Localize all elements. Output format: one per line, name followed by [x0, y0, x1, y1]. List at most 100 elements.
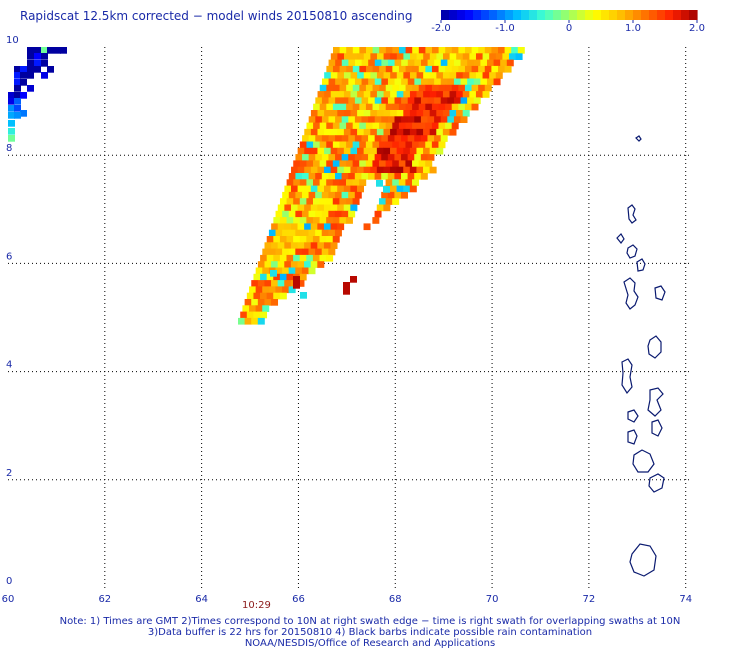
data-cell	[341, 135, 349, 142]
data-cell	[372, 84, 380, 92]
data-cell	[370, 91, 378, 98]
data-cell	[326, 179, 334, 186]
colorbar-cell	[577, 10, 586, 20]
data-cell	[14, 92, 21, 99]
data-cell	[290, 223, 298, 231]
data-cell	[489, 72, 497, 79]
data-cell	[425, 141, 433, 149]
data-cell	[478, 65, 486, 73]
data-cell	[308, 191, 316, 199]
data-cell	[238, 317, 245, 325]
data-cell	[376, 91, 384, 98]
data-cell	[396, 147, 404, 155]
data-cell	[337, 204, 345, 212]
data-cell	[332, 141, 340, 149]
data-cell	[489, 53, 497, 60]
data-cell	[412, 103, 420, 111]
data-cell	[387, 59, 395, 67]
data-cell	[286, 236, 294, 243]
atoll-outline	[632, 449, 655, 473]
data-cell	[350, 128, 358, 136]
data-cell	[434, 116, 442, 123]
data-cell	[405, 141, 413, 149]
data-cell	[260, 273, 268, 281]
colorbar-cell	[529, 10, 538, 20]
data-cell	[346, 47, 354, 54]
data-cell	[431, 141, 439, 149]
data-cell	[471, 47, 479, 54]
data-cell	[326, 217, 334, 224]
data-cell	[249, 286, 257, 294]
data-cell	[275, 210, 283, 218]
data-cell	[306, 179, 314, 186]
data-cell	[54, 47, 61, 54]
data-cell	[273, 254, 281, 262]
data-cell	[288, 191, 296, 199]
data-cell	[312, 254, 320, 262]
data-cell	[376, 72, 384, 79]
data-cell	[350, 204, 358, 212]
data-cell	[504, 47, 512, 54]
data-cell	[328, 154, 336, 161]
data-cell	[486, 59, 494, 67]
data-cell	[332, 198, 340, 205]
data-cell	[438, 141, 446, 149]
data-cell	[271, 299, 279, 306]
data-cell	[282, 210, 290, 218]
data-cell	[420, 97, 428, 105]
data-cell	[405, 65, 413, 73]
data-cell	[374, 210, 382, 218]
data-cell	[458, 103, 466, 111]
swath-time-label: 10:29	[242, 600, 271, 611]
data-cell	[429, 91, 437, 98]
data-cell	[326, 103, 334, 111]
data-cell	[323, 242, 331, 249]
data-cell	[376, 147, 384, 155]
data-cell	[361, 97, 369, 105]
data-cell	[405, 84, 413, 92]
data-cell	[458, 65, 466, 73]
data-cell	[308, 210, 316, 218]
data-cell	[436, 147, 444, 155]
colorbar-cell	[665, 10, 674, 20]
data-cell	[431, 84, 439, 92]
data-cell	[449, 91, 457, 98]
data-cell	[323, 185, 331, 193]
data-cell	[315, 229, 323, 237]
data-cell	[429, 53, 437, 60]
data-cell	[315, 116, 323, 123]
data-cell	[279, 254, 287, 262]
data-cell	[440, 135, 448, 142]
data-cell	[328, 229, 336, 237]
data-cell	[376, 128, 384, 136]
data-cell	[409, 128, 417, 136]
data-cell	[304, 242, 312, 249]
data-cell	[310, 223, 318, 231]
data-cell	[370, 110, 378, 117]
data-cell	[315, 154, 323, 161]
data-cell	[381, 173, 389, 180]
data-cell	[394, 135, 402, 142]
data-cell	[374, 97, 382, 105]
data-cell	[445, 65, 453, 73]
data-cell	[304, 166, 312, 174]
data-cell	[257, 261, 265, 268]
data-cell	[306, 236, 314, 243]
data-cell	[295, 210, 303, 218]
data-cell	[449, 72, 457, 79]
data-cell	[301, 267, 309, 275]
data-cell	[423, 91, 431, 98]
data-cell	[47, 47, 54, 54]
data-cell	[339, 103, 347, 111]
data-cell	[337, 223, 345, 231]
data-cell	[354, 191, 362, 199]
data-cell	[330, 147, 338, 155]
data-cell	[447, 78, 455, 86]
data-cell	[414, 154, 422, 161]
data-cell	[438, 84, 446, 92]
data-cell	[394, 116, 402, 123]
colorbar-cell	[545, 10, 554, 20]
data-cell	[20, 79, 27, 86]
data-cell	[405, 179, 413, 186]
data-cell	[310, 242, 318, 249]
